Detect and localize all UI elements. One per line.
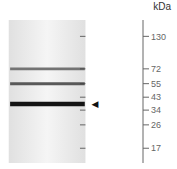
svg-text:72: 72 xyxy=(151,64,161,74)
html-text:kDa: kDa xyxy=(153,1,171,12)
svg-text:130: 130 xyxy=(151,32,166,42)
svg-text:43: 43 xyxy=(151,92,161,102)
svg-text:◀: ◀ xyxy=(92,99,99,109)
svg-text:17: 17 xyxy=(151,143,161,153)
svg-text:55: 55 xyxy=(151,79,161,89)
svg-text:26: 26 xyxy=(151,120,161,130)
svg-text:34: 34 xyxy=(151,105,161,115)
